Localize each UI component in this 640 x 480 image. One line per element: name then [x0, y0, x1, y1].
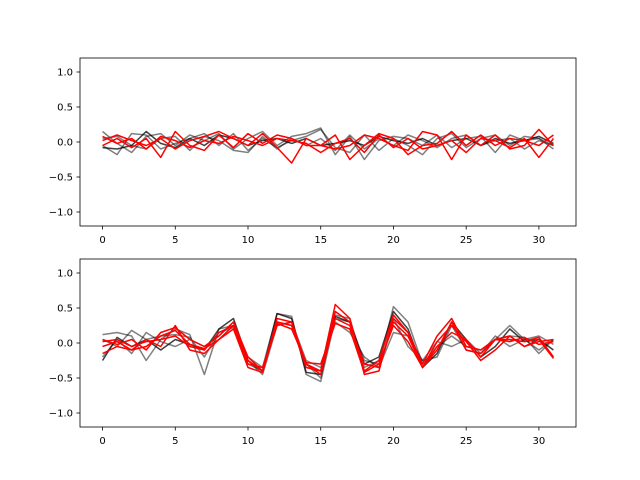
x-tick-label: 5 [172, 235, 178, 246]
y-tick-label: −1.0 [49, 409, 73, 420]
y-tick-label: −0.5 [49, 374, 73, 385]
y-tick-label: −0.5 [49, 173, 73, 184]
x-tick-label: 20 [387, 436, 400, 447]
y-tick-label: 0.5 [57, 103, 73, 114]
series-line-5 [102, 130, 554, 161]
x-tick-label: 15 [314, 235, 327, 246]
series-line-7 [102, 322, 554, 374]
y-tick-label: −1.0 [49, 208, 73, 219]
chart-top: 0 5 10 15 20 25 30 −1.0 −0.5 0.0 0.5 1.0 [49, 57, 577, 246]
x-tick-label: 15 [314, 436, 327, 447]
x-tick-label: 0 [99, 436, 105, 447]
x-tick-label: 25 [460, 436, 473, 447]
series-line-6 [102, 134, 555, 159]
y-tick-label: 0.0 [57, 138, 73, 149]
x-tick-label: 10 [242, 235, 255, 246]
y-tick-label: 0.5 [57, 304, 73, 315]
series-line-5 [102, 310, 555, 372]
y-tick-label: 1.0 [57, 68, 73, 79]
x-tick-label: 0 [99, 235, 105, 246]
y-tick-label: 0.0 [57, 339, 73, 350]
x-tick-label: 25 [460, 235, 473, 246]
x-tick-label: 20 [387, 235, 400, 246]
x-tick-label: 30 [533, 436, 546, 447]
y-tick-label: 1.0 [57, 269, 73, 280]
x-tick-label: 10 [242, 436, 255, 447]
chart-bottom: 0 5 10 15 20 25 30 −1.0 −0.5 0.0 0.5 1.0 [49, 258, 577, 447]
x-tick-label: 5 [172, 436, 178, 447]
x-tick-label: 30 [533, 235, 546, 246]
